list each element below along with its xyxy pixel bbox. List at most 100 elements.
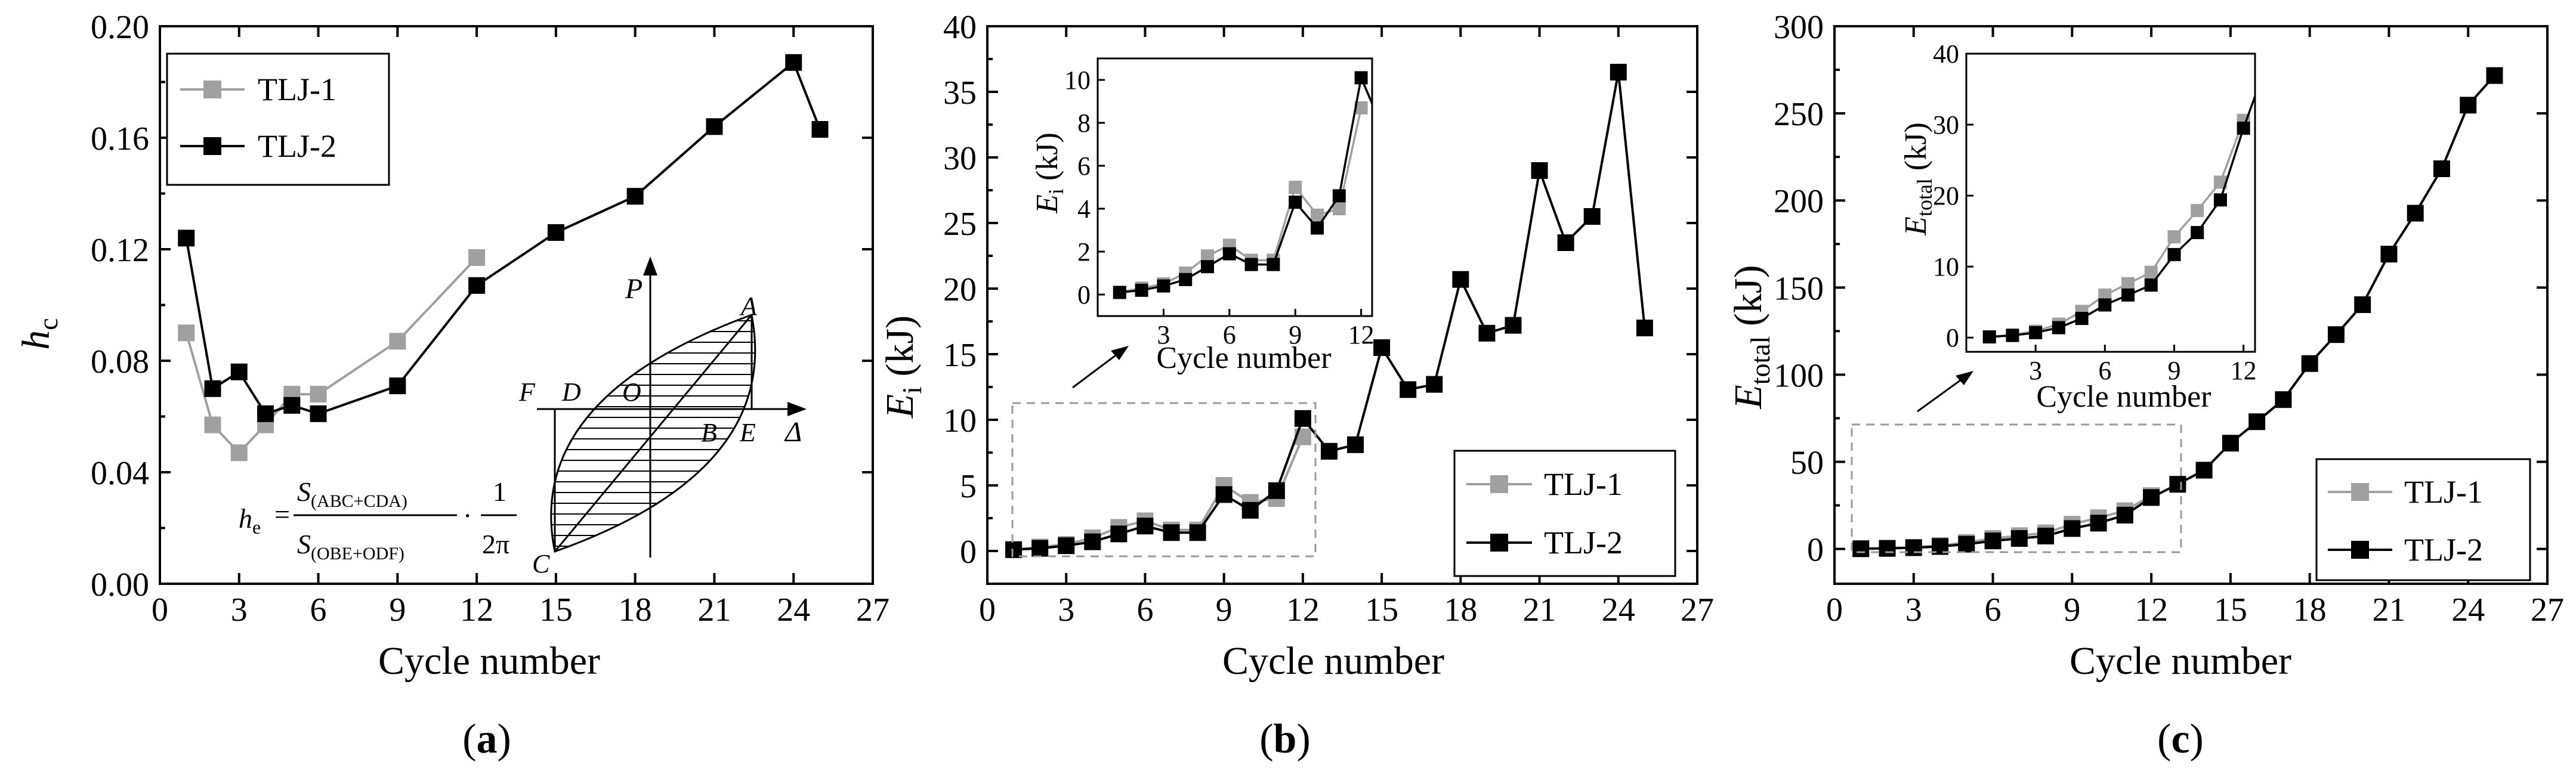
- panel-b-zoom-arrow: [1072, 351, 1121, 389]
- x-tick-label: 21: [1523, 592, 1556, 628]
- y-tick-label: 4: [1077, 194, 1091, 224]
- data-point-tlj-2: [547, 224, 564, 241]
- data-point-tlj-2: [310, 405, 327, 422]
- data-point-tlj-2: [1113, 286, 1126, 299]
- panel-c-ylabel: Etotal (kJ): [1726, 265, 1775, 409]
- data-point-tlj-2: [1852, 540, 1870, 558]
- data-point-tlj-2: [1058, 537, 1075, 555]
- x-tick-label: 12: [2231, 356, 2257, 385]
- data-point-tlj-2: [389, 377, 406, 395]
- legend-label-tlj-1: TLJ-1: [1544, 466, 1623, 502]
- data-point-tlj-2: [626, 188, 644, 205]
- data-point-tlj-2: [1400, 381, 1417, 398]
- x-tick-label: 27: [2531, 592, 2564, 628]
- data-point-tlj-2: [1583, 208, 1601, 225]
- data-point-tlj-2: [2064, 520, 2081, 537]
- panel-c-xlabel: Cycle number: [2070, 639, 2291, 683]
- data-point-tlj-2: [1189, 524, 1206, 541]
- panel-a-ylabel: hc: [14, 318, 63, 349]
- y-tick-label: 0: [1946, 323, 1959, 352]
- x-tick-label: 27: [1681, 592, 1714, 628]
- formula-numerator: S(ABC+CDA): [297, 476, 407, 511]
- data-point-tlj-1: [2167, 230, 2181, 244]
- legend-frame: [1453, 450, 1676, 577]
- x-tick-label: 24: [2451, 592, 2485, 628]
- data-point-tlj-2: [1179, 273, 1193, 286]
- x-tick-label: 9: [2064, 592, 2080, 628]
- y-tick-label: 0.08: [91, 343, 149, 380]
- y-tick-label: 6: [1077, 151, 1091, 181]
- panel-b-label: (b): [1259, 716, 1311, 762]
- data-point-tlj-2: [1636, 320, 1653, 336]
- y-tick-label: 30: [1933, 110, 1959, 140]
- data-point-tlj-2: [1452, 271, 1469, 288]
- data-point-tlj-1: [468, 249, 486, 267]
- x-tick-label: 15: [1365, 592, 1398, 628]
- y-tick-label: 250: [1774, 96, 1824, 133]
- panel-b-inset: 3 6 9 12 0 2 4 6 8 10: [1064, 57, 1375, 349]
- formula-one: 1: [493, 476, 506, 507]
- data-point-tlj-2: [1311, 221, 1324, 235]
- inset-background: [1098, 58, 1372, 316]
- panel-a-plot: 0 3 6 9 12 15 18 21 24 27 0.00 0.04 0.08 0.12 0.16 0.20: [91, 9, 889, 628]
- data-point-tlj-2: [178, 230, 195, 247]
- x-tick-label: 15: [2214, 592, 2247, 628]
- panel-b-legend: TLJ-1 TLJ-2: [1453, 450, 1676, 577]
- diagram-label-f: F: [518, 377, 536, 407]
- x-tick-label: 3: [1157, 320, 1170, 349]
- plot-frame: [1833, 25, 2549, 585]
- data-point-tlj-2: [1005, 541, 1023, 558]
- data-point-tlj-2: [230, 363, 248, 380]
- x-tick-label: 9: [1289, 320, 1302, 349]
- plot-frame: [1965, 52, 2256, 353]
- panel-a-xlabel: Cycle number: [378, 639, 600, 683]
- data-point-tlj-2: [2301, 355, 2318, 372]
- x-tick-label: 24: [777, 592, 810, 628]
- y-tick-label: 20: [943, 271, 977, 308]
- data-point-tlj-2: [2006, 329, 2019, 342]
- x-tick-label: 18: [1444, 592, 1477, 628]
- data-point-tlj-2: [468, 277, 486, 294]
- data-point-tlj-2: [1505, 317, 1522, 334]
- data-point-tlj-1: [389, 333, 406, 350]
- data-point-tlj-1: [178, 324, 195, 342]
- data-point-tlj-2: [1031, 540, 1049, 557]
- data-point-tlj-2: [1478, 324, 1496, 342]
- data-point-tlj-1: [204, 416, 221, 434]
- data-point-tlj-2: [785, 54, 802, 71]
- data-point-tlj-2: [2116, 506, 2133, 524]
- data-point-tlj-2: [2098, 298, 2112, 312]
- y-tick-label: 0.20: [91, 9, 149, 46]
- data-point-tlj-2: [1354, 71, 1368, 85]
- formula-two-pi: 2π: [482, 529, 509, 559]
- data-point-tlj-2: [1268, 482, 1285, 499]
- x-tick-label: 21: [697, 592, 731, 628]
- data-point-tlj-2: [1267, 258, 1280, 271]
- hc-formula: he = S(ABC+CDA) S(OBE+ODF) · 1 2π: [239, 476, 517, 563]
- series-line-tlj-1: [1013, 436, 1304, 551]
- data-point-tlj-2: [1222, 247, 1236, 261]
- x-tick-label: 6: [1223, 320, 1236, 349]
- data-point-tlj-1: [1201, 249, 1214, 263]
- data-point-tlj-2: [2248, 413, 2266, 431]
- data-point-tlj-2: [1241, 501, 1259, 519]
- x-tick-label: 15: [539, 592, 573, 628]
- data-point-tlj-2: [1215, 486, 1233, 503]
- x-tick-label: 18: [619, 592, 652, 628]
- data-point-tlj-2: [1958, 535, 1975, 553]
- data-point-tlj-1: [1289, 181, 1302, 194]
- diagram-label-a: A: [739, 292, 758, 321]
- x-tick-label: 6: [1136, 592, 1153, 628]
- legend-label-tlj-2: TLJ-2: [258, 128, 336, 164]
- data-point-tlj-2: [1905, 539, 1922, 556]
- panel-b-inset-xlabel: Cycle number: [1156, 341, 1331, 375]
- diagram-label-o: O: [622, 377, 641, 407]
- legend-frame: [2315, 458, 2531, 581]
- y-tick-label: 0.16: [91, 120, 149, 157]
- legend-marker-tlj-2: [203, 137, 221, 155]
- x-tick-label: 3: [1058, 592, 1074, 628]
- x-tick-label: 18: [2293, 592, 2327, 628]
- x-tick-label: 3: [231, 592, 248, 628]
- x-tick-label: 6: [2098, 356, 2111, 385]
